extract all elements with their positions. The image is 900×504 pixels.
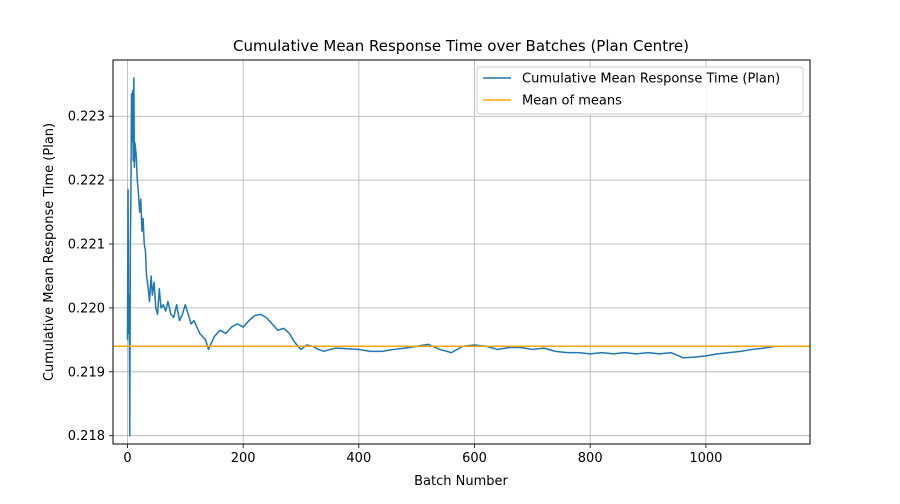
y-tick-label: 0.221 xyxy=(68,238,105,253)
y-tick-label: 0.219 xyxy=(68,365,105,380)
plot-frame xyxy=(112,59,811,445)
y-axis-label: Cumulative Mean Response Time (Plan) xyxy=(42,123,57,381)
x-tick-label: 1000 xyxy=(689,451,722,466)
x-tick-label: 0 xyxy=(123,451,131,466)
y-tick-label: 0.222 xyxy=(68,174,105,189)
x-tick-label: 800 xyxy=(578,451,603,466)
x-axis-label: Batch Number xyxy=(414,474,508,489)
cumulative-mean-series-line xyxy=(126,77,782,437)
legend-box xyxy=(476,66,804,115)
y-tick-label: 0.223 xyxy=(68,110,105,125)
y-tick-label: 0.220 xyxy=(68,301,105,316)
legend-label: Mean of means xyxy=(522,94,622,109)
legend-label: Cumulative Mean Response Time (Plan) xyxy=(522,72,780,87)
y-tick-label: 0.218 xyxy=(68,429,105,444)
plot-area xyxy=(113,77,810,437)
legend: Cumulative Mean Response Time (Plan) Mean… xyxy=(476,66,804,115)
chart-title: Cumulative Mean Response Time over Batch… xyxy=(233,37,689,55)
x-tick-label: 400 xyxy=(346,451,371,466)
x-tick-label: 600 xyxy=(462,451,487,466)
y-axis: 0.218 0.219 0.220 0.221 0.222 0.223 xyxy=(68,110,113,444)
grid xyxy=(113,60,810,444)
x-tick-label: 200 xyxy=(231,451,256,466)
x-axis: 0 200 400 600 800 1000 xyxy=(123,444,722,466)
